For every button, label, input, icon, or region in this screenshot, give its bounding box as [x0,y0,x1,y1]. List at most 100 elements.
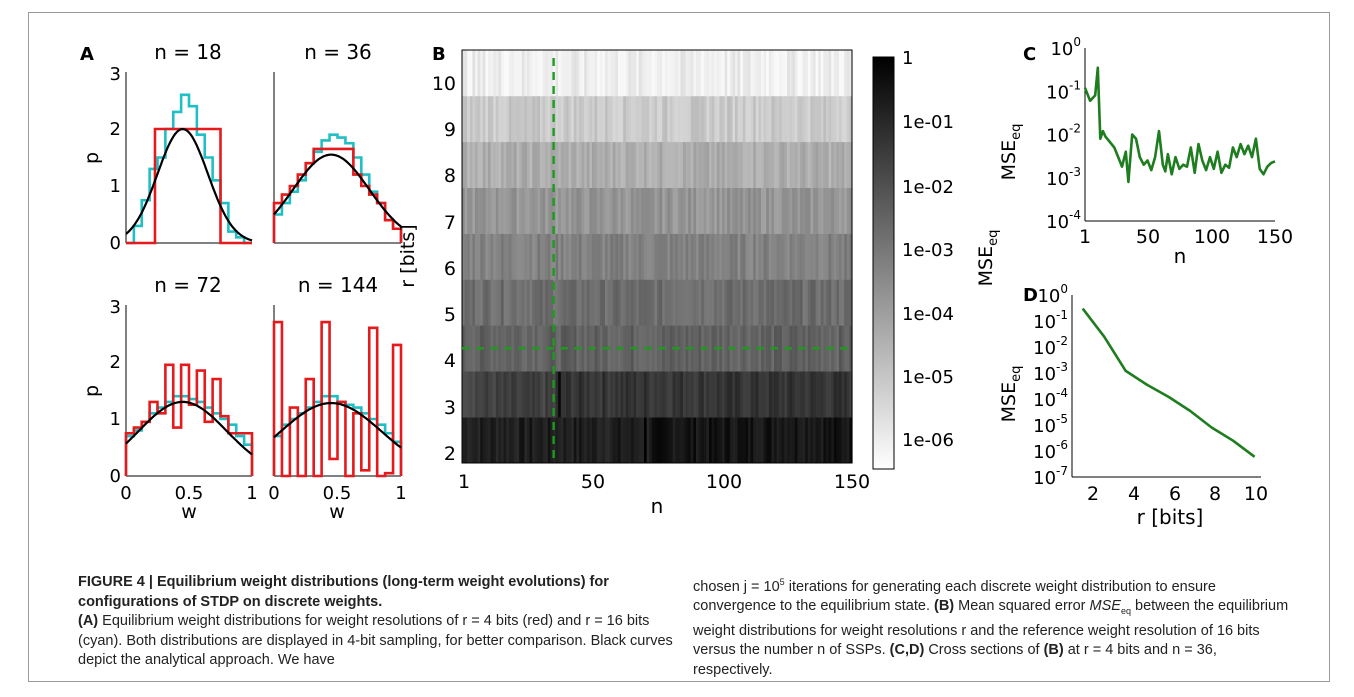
heatmap-cell [781,141,785,188]
heatmap-cell [670,50,674,97]
heatmap-cell [740,325,744,372]
heatmap-cell [651,371,655,418]
heatmap-cell [670,279,674,326]
heatmap-cell [758,279,762,326]
heatmap-cell [490,417,494,464]
heatmap-cell [607,279,611,326]
heatmap-cell [563,95,567,143]
heatmap-cell [469,141,473,188]
heatmap-cell [498,233,502,280]
heatmap-cell [482,279,486,326]
cb-tick-3: 1e-03 [902,240,954,261]
heatmap-cell [839,233,843,280]
heatmap-cell [498,95,502,143]
heatmap-cell [680,50,684,97]
heatmap-cell [649,50,653,97]
heatmap-cell [737,95,741,143]
heatmap-cell [805,233,809,280]
heatmap-cell [693,371,697,418]
heatmap-cell [506,279,510,326]
caption-title: FIGURE 4 | Equilibrium weight distributi… [78,574,609,610]
heatmap-cell [467,279,471,326]
heatmap-cell [657,233,661,280]
heatmap-cell [625,371,629,418]
heatmap-cell [472,417,476,464]
c-xtick-100: 100 [1194,226,1230,248]
heatmap-cell [693,325,697,372]
heatmap-cell [735,187,739,234]
b-xtick-50: 50 [581,471,605,493]
heatmap-cell [833,371,837,418]
cb-label-main: MSE [975,246,997,286]
heatmap-cell [597,371,601,418]
heatmap-cell [685,50,689,97]
heatmap-cell [547,233,551,280]
heatmap-cell [508,141,512,188]
heatmap-cell [818,371,822,418]
heatmap-cell [789,141,793,188]
heatmap-cell [823,187,827,234]
heatmap-cell [698,279,702,326]
heatmap-cell [659,417,663,464]
heatmap-cell [800,95,804,143]
heatmap-cell [547,371,551,418]
colorbar-ticks: 1 1e-01 1e-02 1e-03 1e-04 1e-05 1e-06 [902,48,954,451]
d-xlabel: r [bits] [1137,505,1204,529]
heatmap-cell [820,325,824,372]
heatmap-cell [514,95,518,143]
heatmap-cell [631,187,635,234]
heatmap-cell [794,187,798,234]
heatmap-cell [636,233,640,280]
heatmap-cell [581,417,585,464]
heatmap-cell [649,233,653,280]
heatmap-cell [545,187,549,234]
heatmap-cell [508,233,512,280]
heatmap-cell [532,95,536,143]
heatmap-cell [831,417,835,464]
heatmap-cell [519,417,523,464]
colorbar-label: MSEeq [975,230,1001,287]
heatmap-cell [659,279,663,326]
heatmap-cell [714,279,718,326]
heatmap-cell [485,187,489,234]
heatmap-cell [568,371,572,418]
heatmap-cell [501,187,505,234]
heatmap-cell [735,233,739,280]
heatmap-cell [511,371,515,418]
heatmap-cell [779,50,783,97]
heatmap-cell [828,279,832,326]
heatmap-cell [514,187,518,234]
heatmap-cell [727,141,731,188]
heatmap-cell [485,233,489,280]
heatmap-cell [529,417,533,464]
heatmap-cell [690,187,694,234]
heatmap-cell [735,371,739,418]
heatmap-cell [761,417,765,464]
heatmap-cell [495,279,499,326]
a1-ytick-0: 0 [110,233,121,254]
heatmap-cell [638,325,642,372]
heatmap-cell [625,50,629,97]
heatmap-cell [649,417,653,464]
heatmap-cell [722,417,726,464]
panel-c-axes: 100 10-1 10-2 10-3 10-4 [1046,35,1276,233]
heatmap-cell [672,371,676,418]
heatmap-cell [646,95,650,143]
heatmap-cell [742,279,746,326]
heatmap-cell [464,371,468,418]
heatmap-cell [568,279,572,326]
heatmap-cell [797,187,801,234]
caption-left: FIGURE 4 | Equilibrium weight distributi… [78,573,678,671]
heatmap-cell [475,233,479,280]
heatmap-cell [797,50,801,97]
heatmap-cell [828,141,832,188]
heatmap-cell [839,417,843,464]
panel-a3-title: n = 72 [154,273,222,297]
heatmap-cell [649,95,653,143]
panel-a-yticks: 0 1 2 3 0 1 2 3 [110,64,121,487]
heatmap-cell [748,50,752,97]
heatmap-cell [586,141,590,188]
heatmap-cell [727,187,731,234]
heatmap-cell [602,50,606,97]
heatmap-cell [511,325,515,372]
